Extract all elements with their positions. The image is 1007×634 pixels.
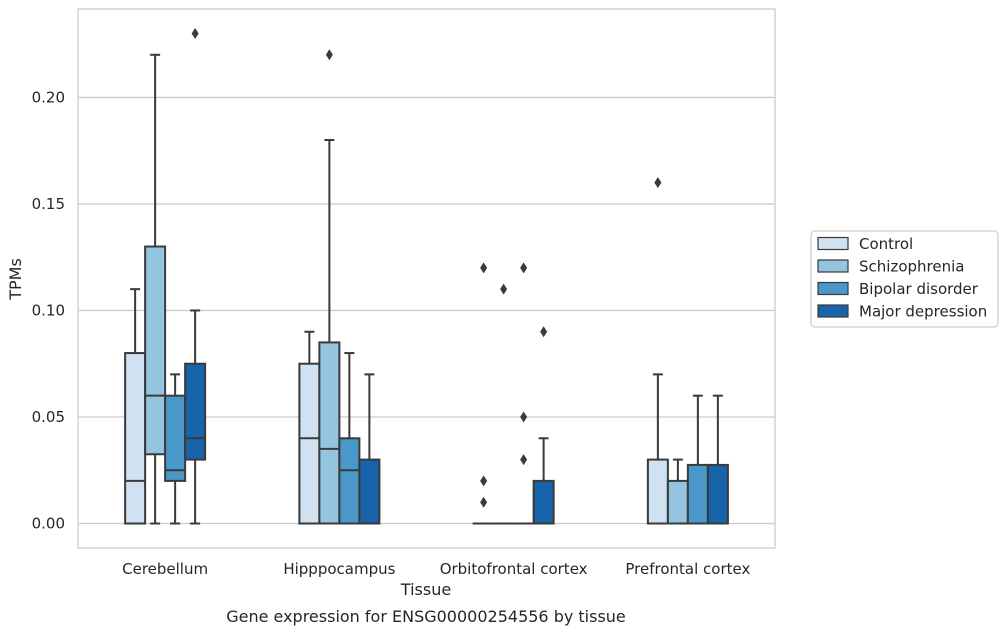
- outlier-marker: [520, 411, 528, 423]
- legend-label: Bipolar disorder: [859, 280, 979, 298]
- outlier-marker: [480, 496, 488, 508]
- plot-frame: [77, 8, 776, 549]
- boxes: [124, 28, 729, 525]
- y-axis-label: TPMs: [6, 258, 25, 301]
- box-3-3: [706, 394, 729, 525]
- box-body: [666, 479, 689, 525]
- box-0-0: [124, 288, 147, 525]
- box-0-2: [164, 373, 187, 525]
- box-body: [164, 394, 187, 482]
- legend-swatch: [817, 281, 849, 296]
- box-body: [338, 437, 361, 525]
- outlier-marker: [325, 49, 333, 61]
- box-1-2: [338, 352, 361, 525]
- legend-frame: [810, 230, 999, 328]
- x-axis-label: Tissue: [400, 580, 451, 599]
- outlier-marker: [520, 262, 528, 274]
- y-tick-labels: 0.00 0.05 0.10 0.15 0.20: [32, 88, 65, 532]
- box-body: [706, 463, 729, 525]
- legend-label: Schizophrenia: [859, 258, 964, 276]
- box-1-3: [358, 373, 381, 525]
- legend-label: Major depression: [859, 303, 987, 321]
- box-3-1: [666, 458, 689, 525]
- box-2-1: [492, 283, 515, 525]
- box-0-1: [144, 53, 167, 525]
- y-tick-label: 0.05: [32, 408, 65, 426]
- box-1-0: [298, 330, 321, 525]
- chart-title: Gene expression for ENSG00000254556 by t…: [226, 607, 626, 626]
- outlier-marker: [500, 283, 508, 295]
- box-3-2: [686, 394, 709, 525]
- outlier-marker: [540, 326, 548, 338]
- outlier-marker: [191, 28, 199, 39]
- box-body: [686, 463, 709, 525]
- outlier-marker: [480, 475, 488, 487]
- x-tick-label: Cerebellum: [122, 560, 208, 578]
- legend-label: Control: [859, 235, 913, 253]
- outlier-marker: [480, 262, 488, 274]
- box-3-0: [646, 177, 669, 525]
- y-tick-label: 0.10: [32, 301, 65, 319]
- y-tick-label: 0.20: [32, 88, 65, 106]
- x-tick-label: Hipppocampus: [283, 560, 395, 578]
- box-1-1: [318, 49, 341, 525]
- box-body: [184, 362, 207, 461]
- x-tick-label: Prefrontal cortex: [625, 560, 750, 578]
- legend-swatch: [817, 259, 849, 273]
- box-body: [646, 458, 669, 525]
- box-2-3: [532, 326, 555, 525]
- box-body: [298, 362, 321, 525]
- x-tick-labels: Cerebellum Hipppocampus Orbitofrontal cort…: [122, 560, 750, 578]
- legend: Control Schizophrenia Bipolar disorder Majo…: [810, 230, 999, 328]
- box-body: [318, 341, 341, 525]
- x-tick-label: Orbitofrontal cortex: [440, 560, 588, 578]
- box-0-3: [184, 28, 207, 525]
- box-body: [358, 458, 381, 525]
- outlier-marker: [654, 177, 662, 189]
- y-tick-label: 0.00: [32, 515, 65, 533]
- y-tick-label: 0.15: [32, 195, 65, 213]
- legend-swatch: [817, 304, 849, 318]
- box-body: [124, 352, 147, 525]
- box-body: [532, 479, 555, 525]
- box-2-2: [512, 262, 535, 525]
- outlier-marker: [520, 454, 528, 466]
- box-2-0: [472, 262, 495, 525]
- legend-swatch: [817, 236, 849, 251]
- box-body: [144, 245, 167, 456]
